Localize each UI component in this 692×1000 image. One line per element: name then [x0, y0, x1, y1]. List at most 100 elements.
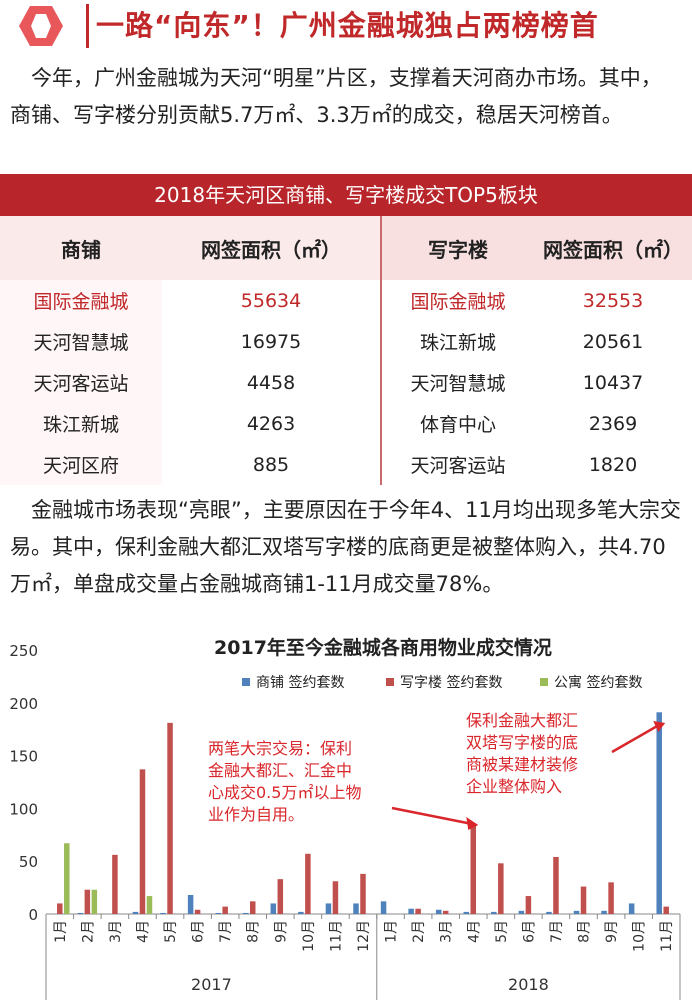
bar-offices	[112, 854, 118, 914]
bar-shops	[215, 912, 221, 914]
bar-offices	[194, 909, 201, 914]
bar-shops	[353, 903, 359, 914]
cell: 885	[252, 453, 290, 476]
cell: 天河智慧城	[0, 321, 162, 362]
cell: 1820	[588, 453, 638, 476]
x-tick-label: 8月	[577, 920, 593, 943]
bar-offices	[525, 896, 532, 914]
cell: 天河客运站	[380, 444, 534, 485]
cell: 20561	[582, 330, 644, 353]
x-tick-label: 11月	[328, 920, 344, 952]
annotation-arrow	[611, 724, 658, 754]
bar-offices	[663, 906, 669, 914]
annotation-arrowhead	[653, 721, 666, 732]
cell: 天河区府	[0, 444, 162, 485]
x-tick-label: 6月	[191, 920, 207, 943]
cell: 珠江新城	[380, 321, 534, 362]
annotation-arrowhead	[466, 817, 479, 830]
table-row: 国际金融城 55634 国际金融城 32553	[0, 280, 692, 321]
col-header-office-area: 网签面积（㎡）	[534, 216, 692, 280]
x-tick-label: 10月	[301, 920, 317, 952]
y-tick-label: 100	[9, 800, 38, 818]
bar-offices	[332, 881, 339, 914]
intro-paragraph: 今年，广州金融城为天河“明星”片区，支撑着天河商办市场。其中，商铺、写字楼分别贡…	[10, 66, 662, 127]
bar-offices	[139, 769, 146, 914]
cell: 4263	[246, 412, 296, 435]
x-tick-label: 9月	[604, 920, 620, 943]
bar-shops	[242, 912, 249, 914]
bar-offices	[360, 873, 366, 914]
x-tick-label: 3月	[439, 920, 455, 943]
bar-offices	[580, 886, 587, 914]
year-label: 2017	[191, 975, 232, 994]
annotation-text: 商被某建材装修	[466, 755, 578, 774]
x-tick-label: 5月	[494, 920, 510, 943]
bar-shops	[435, 909, 442, 914]
annotation-text: 保利金融大都汇	[466, 711, 578, 730]
cell: 珠江新城	[0, 403, 162, 444]
cell: 10437	[582, 371, 644, 394]
bar-shops	[325, 903, 332, 914]
y-tick-label: 50	[19, 853, 38, 871]
bar-shops	[132, 911, 139, 914]
x-tick-label: 1月	[53, 920, 69, 943]
annotation-arrow	[391, 806, 473, 826]
table-row: 珠江新城 4263 体育中心 2369	[0, 403, 692, 444]
legend-label: 商铺 签约套数	[256, 674, 344, 691]
bar-shops	[546, 911, 552, 914]
x-tick-label: 2月	[80, 920, 96, 943]
cell: 国际金融城	[0, 280, 162, 321]
bar-shops	[298, 911, 304, 914]
page-title: 一路“向东”！广州金融城独占两榜榜首	[96, 9, 599, 42]
legend-swatch	[386, 678, 394, 686]
x-tick-label: 9月	[273, 920, 289, 943]
bar-shops	[656, 712, 662, 914]
bar-offices	[608, 882, 614, 914]
bar-shops	[573, 910, 580, 914]
legend-swatch	[242, 678, 250, 686]
cell: 4458	[246, 371, 296, 394]
bar-chart: 2017年至今金融城各商用物业成交情况 0 50 100 150 200 250 1月 2月 3月…	[9, 636, 681, 1000]
y-tick-label: 0	[28, 906, 38, 924]
x-tick-label: 4月	[466, 920, 482, 943]
y-tick-label: 200	[9, 695, 38, 713]
bar-shops	[628, 903, 635, 914]
cell: 16975	[240, 330, 302, 353]
bar-shops	[270, 903, 277, 914]
bar-shops	[380, 901, 387, 914]
bar-offices	[498, 863, 504, 914]
cell: 国际金融城	[380, 280, 534, 321]
annotation-text: 业作为自用。	[208, 805, 304, 824]
legend-swatch	[540, 678, 548, 686]
bar-shops	[463, 911, 470, 914]
bar-shops	[491, 911, 497, 914]
x-tick-label: 8月	[246, 920, 262, 943]
x-tick-label: 7月	[549, 920, 565, 943]
bar-offices	[277, 879, 284, 914]
legend-label: 公寓 签约套数	[554, 674, 642, 691]
annotation-text: 企业整体购入	[466, 777, 562, 796]
table-row: 天河区府 885 天河客运站 1820	[0, 444, 692, 485]
bar-offices	[57, 903, 63, 914]
y-tick-label: 250	[9, 642, 38, 660]
legend-label: 写字楼 签约套数	[400, 674, 502, 691]
table-row: 天河客运站 4458 天河智慧城 10437	[0, 362, 692, 403]
bar-offices	[249, 901, 256, 914]
x-tick-label: 4月	[135, 920, 151, 943]
col-header-offices: 写字楼	[380, 216, 534, 280]
bar-shops	[601, 910, 607, 914]
bar-shops	[518, 910, 525, 914]
bar-shops	[187, 894, 194, 914]
annotation-text: 心成交0.5万㎡以上物	[208, 783, 361, 802]
bar-shops	[77, 912, 84, 914]
x-tick-label: 2月	[411, 920, 427, 943]
annotation-text: 双塔写字楼的底	[466, 733, 578, 752]
year-label: 2018	[508, 975, 549, 994]
x-tick-label: 1月	[384, 920, 400, 943]
y-tick-label: 150	[9, 748, 38, 766]
bar-shops	[408, 908, 414, 914]
cell: 55634	[240, 289, 302, 312]
annotation-text: 金融大都汇、汇金中	[208, 761, 352, 780]
bar-offices	[553, 856, 559, 914]
bar-apartments	[146, 896, 153, 914]
